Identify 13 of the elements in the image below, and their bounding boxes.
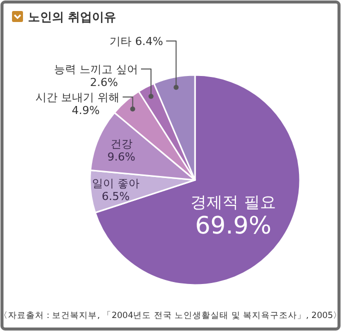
slice-label: 일이 좋아: [92, 176, 140, 190]
data-label: 69.9%: [195, 212, 272, 240]
slice-label: 건강: [110, 137, 132, 150]
data-label: 4.9%: [72, 104, 100, 117]
slice-label: 시간 보내기 위해: [36, 91, 120, 104]
text: 〈자료출처 : 보건복지부, 「2004년도 전국 노인생활실태 및 복지욕구조사」, 2005〉: [0, 310, 341, 321]
chart-title: 노인의 취업이유: [28, 10, 116, 24]
slice-label: 경제적 필요: [190, 192, 276, 212]
slice-label: 기타 6.4%: [110, 35, 164, 48]
data-label: 2.6%: [90, 76, 118, 89]
data-label: 6.5%: [102, 190, 130, 203]
slice-label: 능력 느끼고 싶어: [54, 63, 138, 76]
data-label: 9.6%: [107, 150, 136, 164]
